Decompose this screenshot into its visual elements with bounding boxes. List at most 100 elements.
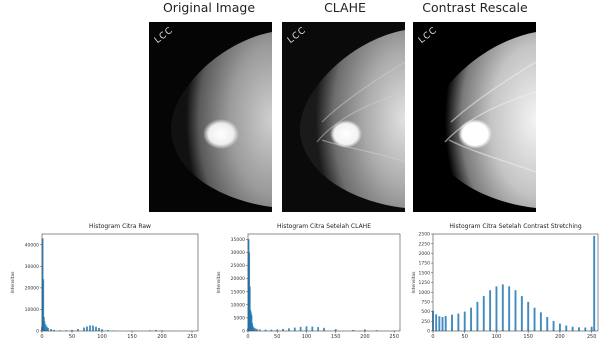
image-title-clahe: CLAHE <box>324 0 366 15</box>
x-tick-label: 0 <box>431 334 434 340</box>
histogram-bar <box>441 317 444 331</box>
y-tick-label: 0 <box>427 329 430 335</box>
histogram-bar <box>508 286 511 331</box>
histogram-clahe-plot: Histogram Citra Setelah CLAHE Intensitas 0… <box>216 223 401 340</box>
histogram-title: Histogram Citra Setelah CLAHE <box>277 223 371 230</box>
histogram-contrast-stretching-plot: Histogram Citra Setelah Contrast Stretch… <box>411 223 599 340</box>
y-tick-label: 10000 <box>231 302 245 308</box>
histogram-bar <box>161 330 163 331</box>
y-axis-label: Intensitas <box>411 271 417 294</box>
y-tick-label: 40000 <box>25 242 39 248</box>
y-tick-label: 30000 <box>231 250 245 256</box>
histogram-bar <box>476 301 479 331</box>
histogram-bar <box>282 328 284 331</box>
histogram-bar <box>276 329 279 331</box>
histogram-bar <box>44 324 47 331</box>
x-tick-label: 50 <box>462 334 468 340</box>
x-tick-label: 150 <box>127 334 137 340</box>
histogram-bar <box>463 311 466 331</box>
x-tick-label: 100 <box>302 334 312 340</box>
histogram-bar <box>334 329 337 331</box>
histogram-bar <box>305 326 308 331</box>
y-tick-label: 0 <box>36 329 39 335</box>
histogram-bar <box>438 316 441 331</box>
histogram-bar <box>539 312 542 331</box>
histogram-bar <box>482 296 485 331</box>
histogram-bar <box>42 279 45 331</box>
x-tick-label: 50 <box>69 334 75 340</box>
histogram-bar <box>565 325 568 331</box>
image-panel-original: Original Image LCC <box>140 0 278 212</box>
y-axis-label: Intensitas <box>10 271 16 294</box>
image-panel-clahe: CLAHE LCC <box>276 0 414 212</box>
histogram-bar <box>375 330 378 331</box>
histogram-bar <box>590 326 593 331</box>
x-tick-label: 100 <box>492 334 502 340</box>
histogram-bar <box>311 326 314 331</box>
y-tick-label: 1000 <box>419 290 431 296</box>
histogram-bar <box>155 329 157 331</box>
histogram-bar <box>451 314 453 331</box>
x-tick-label: 250 <box>587 334 597 340</box>
y-tick-label: 2000 <box>419 251 431 257</box>
histogram-bar <box>444 315 447 331</box>
histogram-bar <box>489 290 492 331</box>
y-axis-label: Intensitas <box>216 271 222 294</box>
histogram-bar <box>255 328 258 331</box>
histogram-bar <box>457 313 460 331</box>
histogram-bar <box>578 327 580 331</box>
histogram-bar <box>514 290 517 331</box>
histogram-bar <box>270 329 273 331</box>
histogram-bar <box>527 301 530 331</box>
histogram-bar <box>258 329 261 331</box>
y-tick-label: 0 <box>242 329 245 335</box>
histogram-bar <box>86 326 88 331</box>
x-tick-label: 200 <box>157 334 167 340</box>
histogram-bar <box>254 328 256 331</box>
y-tick-label: 25000 <box>231 263 245 269</box>
histogram-title: Histogram Citra Setelah Contrast Stretch… <box>449 223 582 230</box>
x-tick-label: 0 <box>40 334 43 340</box>
histogram-bar <box>501 284 504 331</box>
histogram-bar <box>248 286 251 331</box>
image-panel-rescale: Contrast Rescale LCC <box>410 0 540 212</box>
y-tick-label: 1750 <box>419 261 431 267</box>
y-tick-label: 750 <box>421 300 430 306</box>
axes-frame <box>247 233 401 332</box>
histogram-bar <box>495 286 498 331</box>
histogram-bar <box>252 327 255 331</box>
histogram-bar <box>546 317 549 331</box>
x-tick-label: 150 <box>523 334 533 340</box>
mammogram-clahe-image: LCC <box>282 22 405 212</box>
histogram-bar <box>47 327 49 331</box>
y-tick-label: 2250 <box>419 241 431 247</box>
histogram-bar <box>435 314 438 331</box>
y-tick-label: 10000 <box>25 307 39 313</box>
y-tick-label: 250 <box>421 319 430 325</box>
histogram-title: Histogram Citra Raw <box>89 223 151 230</box>
histogram-bar <box>251 325 254 331</box>
histogram-bar <box>299 326 302 331</box>
histogram-bar <box>264 329 267 331</box>
mammogram-rescale-image: LCC <box>413 22 536 212</box>
histogram-bar <box>89 325 91 331</box>
x-tick-label: 250 <box>389 334 399 340</box>
y-tick-label: 500 <box>421 309 430 315</box>
histogram-bar <box>98 327 100 331</box>
histogram-bar <box>43 321 46 331</box>
histogram-bar <box>101 329 103 331</box>
histogram-bar <box>95 326 97 331</box>
histogram-bar <box>364 329 366 331</box>
y-tick-label: 30000 <box>25 264 39 270</box>
x-tick-label: 0 <box>246 334 249 340</box>
histogram-bar <box>558 323 561 331</box>
histogram-bar <box>59 330 61 331</box>
histogram-raw: Histogram Citra Raw Intensitas 0 50 100 150 20… <box>0 218 200 349</box>
histogram-bar <box>593 235 596 331</box>
image-title-rescale: Contrast Rescale <box>422 0 528 15</box>
histogram-bar <box>352 329 355 331</box>
y-tick-label: 1500 <box>419 270 431 276</box>
histogram-bar <box>83 327 85 331</box>
histogram-bar <box>288 328 290 331</box>
x-tick-label: 100 <box>97 334 107 340</box>
